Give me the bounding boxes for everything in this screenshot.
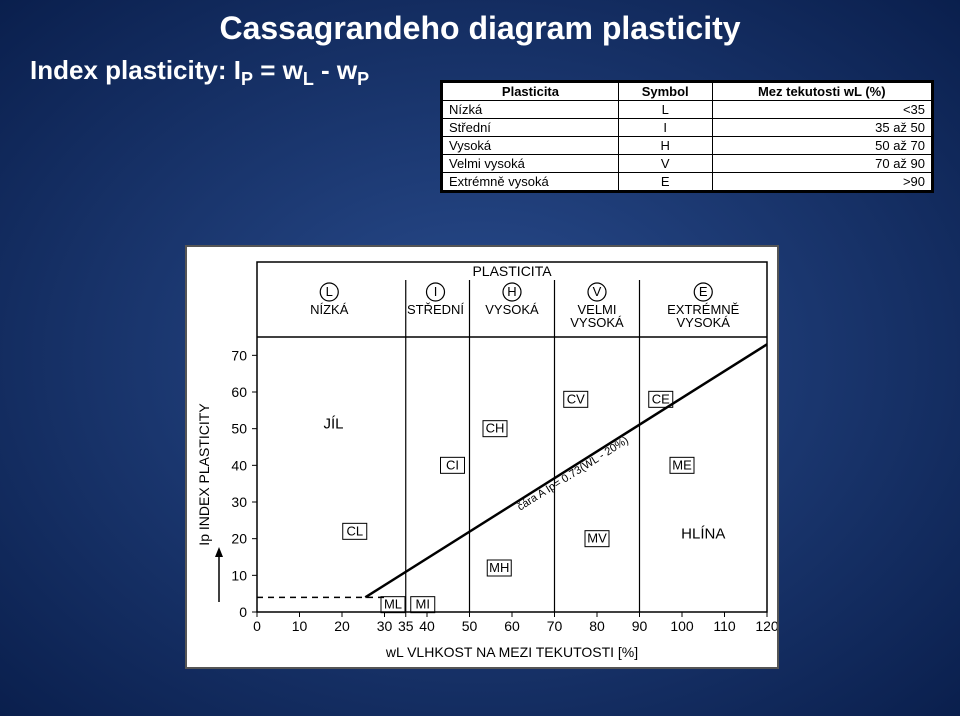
svg-text:40: 40 <box>419 618 435 634</box>
svg-text:MI: MI <box>416 597 430 612</box>
svg-text:VYSOKÁ: VYSOKÁ <box>677 315 731 330</box>
svg-text:I: I <box>434 284 438 299</box>
svg-text:L: L <box>326 284 333 299</box>
svg-text:40: 40 <box>231 457 247 473</box>
table-cell: 70 až 90 <box>712 155 932 173</box>
subtitle: Index plasticity: IP = wL - wP <box>30 55 369 90</box>
svg-text:E: E <box>699 284 708 299</box>
svg-text:NÍZKÁ: NÍZKÁ <box>310 302 349 317</box>
table-cell: Extrémně vysoká <box>443 173 619 191</box>
svg-text:CV: CV <box>567 391 585 406</box>
svg-text:ML: ML <box>384 597 402 612</box>
subtitle-sub-p2: P <box>357 69 369 89</box>
svg-text:wL VLHKOST NA MEZI TEKUTOSTI [: wL VLHKOST NA MEZI TEKUTOSTI [%] <box>385 644 638 660</box>
svg-text:70: 70 <box>231 347 247 363</box>
svg-text:35: 35 <box>398 618 414 634</box>
table-row: NízkáL<35 <box>443 101 932 119</box>
plasticity-table: PlasticitaSymbolMez tekutosti wL (%) Níz… <box>440 80 934 193</box>
table-header: Mez tekutosti wL (%) <box>712 83 932 101</box>
table-row: Velmi vysokáV70 až 90 <box>443 155 932 173</box>
subtitle-eq: = w <box>253 55 303 85</box>
table-row: Extrémně vysokáE>90 <box>443 173 932 191</box>
table-cell: >90 <box>712 173 932 191</box>
svg-text:30: 30 <box>231 494 247 510</box>
svg-text:0: 0 <box>239 604 247 620</box>
table-cell: Velmi vysoká <box>443 155 619 173</box>
table-cell: Nízká <box>443 101 619 119</box>
table-row: StředníI35 až 50 <box>443 119 932 137</box>
subtitle-minus: - w <box>314 55 357 85</box>
casagrande-chart: PLASTICITALNÍZKÁISTŘEDNÍHVYSOKÁVVELMIVYS… <box>185 245 779 669</box>
svg-text:VYSOKÁ: VYSOKÁ <box>570 315 624 330</box>
svg-text:30: 30 <box>377 618 393 634</box>
table-cell: 50 až 70 <box>712 137 932 155</box>
svg-text:0: 0 <box>253 618 261 634</box>
subtitle-sub-p: P <box>241 69 253 89</box>
subtitle-prefix: Index plasticity: I <box>30 55 241 85</box>
svg-text:ME: ME <box>672 457 692 472</box>
svg-text:80: 80 <box>589 618 605 634</box>
svg-text:120: 120 <box>755 618 777 634</box>
svg-text:Ip INDEX PLASTICITY: Ip INDEX PLASTICITY <box>196 403 212 546</box>
table-cell: V <box>618 155 712 173</box>
table-header: Symbol <box>618 83 712 101</box>
table-cell: I <box>618 119 712 137</box>
svg-text:CH: CH <box>486 421 505 436</box>
table-cell: L <box>618 101 712 119</box>
table-cell: E <box>618 173 712 191</box>
svg-text:110: 110 <box>713 618 736 634</box>
table-cell: <35 <box>712 101 932 119</box>
subtitle-sub-l: L <box>303 69 314 89</box>
svg-text:PLASTICITA: PLASTICITA <box>472 263 552 279</box>
svg-text:60: 60 <box>504 618 520 634</box>
svg-text:10: 10 <box>231 567 247 583</box>
table-cell: 35 až 50 <box>712 119 932 137</box>
svg-text:50: 50 <box>462 618 478 634</box>
svg-text:MV: MV <box>587 531 607 546</box>
svg-text:50: 50 <box>231 421 247 437</box>
svg-text:20: 20 <box>334 618 350 634</box>
svg-text:čára A Ip= 0.73(WL - 20%): čára A Ip= 0.73(WL - 20%) <box>515 435 630 514</box>
svg-text:MH: MH <box>489 560 509 575</box>
svg-text:90: 90 <box>632 618 648 634</box>
svg-text:CE: CE <box>652 391 670 406</box>
table-cell: Střední <box>443 119 619 137</box>
svg-text:100: 100 <box>670 618 694 634</box>
table-cell: H <box>618 137 712 155</box>
table-cell: Vysoká <box>443 137 619 155</box>
svg-text:70: 70 <box>547 618 563 634</box>
svg-text:JÍL: JÍL <box>323 416 343 433</box>
svg-text:HLÍNA: HLÍNA <box>681 526 725 543</box>
svg-text:V: V <box>593 284 602 299</box>
svg-text:CL: CL <box>346 523 363 538</box>
page-title: Cassagrandeho diagram plasticity <box>0 10 960 47</box>
table-header: Plasticita <box>443 83 619 101</box>
svg-text:10: 10 <box>292 618 308 634</box>
svg-text:STŘEDNÍ: STŘEDNÍ <box>407 302 464 317</box>
svg-text:20: 20 <box>231 531 247 547</box>
svg-text:VYSOKÁ: VYSOKÁ <box>485 302 539 317</box>
svg-text:H: H <box>507 284 516 299</box>
svg-text:CI: CI <box>446 457 459 472</box>
table-row: VysokáH50 až 70 <box>443 137 932 155</box>
svg-text:60: 60 <box>231 384 247 400</box>
